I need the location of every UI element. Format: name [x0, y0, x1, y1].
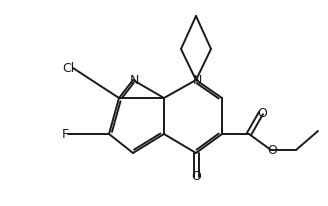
- Text: N: N: [192, 74, 202, 87]
- Text: F: F: [61, 128, 69, 140]
- Text: O: O: [257, 107, 267, 119]
- Text: O: O: [191, 171, 201, 184]
- Text: O: O: [267, 144, 277, 157]
- Text: N: N: [129, 74, 139, 87]
- Text: Cl: Cl: [62, 62, 74, 75]
